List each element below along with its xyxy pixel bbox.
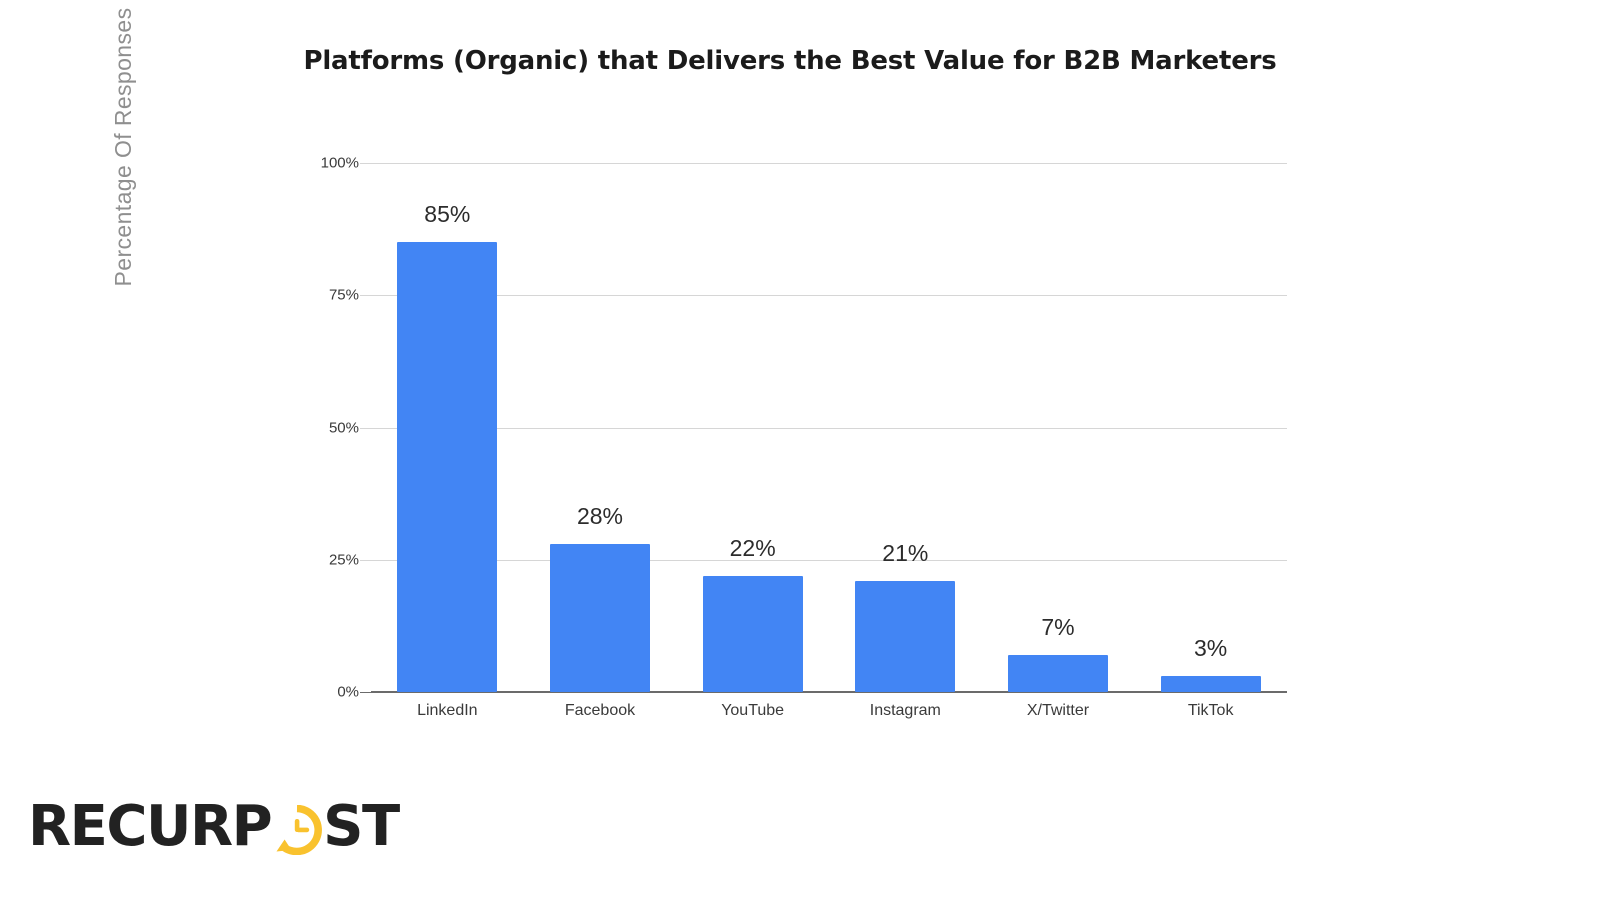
x-axis-category-label: YouTube: [721, 702, 785, 719]
logo-text-after: ST: [323, 794, 400, 859]
chart-title: Platforms (Organic) that Delivers the Be…: [303, 46, 1277, 76]
bar-group-youtube[interactable]: 22% YouTube: [702, 163, 803, 719]
bar-group-tiktok[interactable]: 3% TikTok: [1160, 163, 1261, 719]
bar[interactable]: [1008, 654, 1108, 692]
y-axis-tick-mark: [360, 692, 372, 693]
x-axis-category-label: Facebook: [564, 702, 636, 719]
x-axis-line: [371, 691, 1287, 693]
bar[interactable]: [397, 242, 498, 692]
bar-group-x-twitter[interactable]: 7% X/Twitter: [1008, 163, 1108, 719]
bar-value-label: 21%: [882, 539, 929, 566]
x-axis-category-label: LinkedIn: [417, 702, 478, 719]
bar-group-linkedin[interactable]: 85% LinkedIn: [397, 163, 498, 719]
x-axis-category-label: Instagram: [869, 702, 941, 719]
y-axis-tick-label: 75%: [328, 286, 359, 304]
gridline: [371, 427, 1287, 429]
bar[interactable]: [855, 580, 956, 692]
bar-value-label: 22%: [729, 534, 776, 561]
bar-group-facebook[interactable]: 28% Facebook: [550, 163, 650, 719]
clock-icon: [272, 804, 323, 856]
bar-value-label: 3%: [1194, 635, 1228, 662]
bar[interactable]: [1160, 676, 1261, 692]
y-axis-tick-label: 25%: [328, 551, 359, 569]
y-axis-tick-mark: [360, 295, 372, 297]
bar-value-label: 7%: [1041, 613, 1075, 640]
y-axis-tick-label: 0%: [337, 683, 359, 701]
y-axis-tick-label: 50%: [328, 419, 359, 436]
bar[interactable]: [550, 543, 650, 692]
gridline: [371, 295, 1287, 297]
bar[interactable]: [702, 575, 803, 692]
y-axis-tick-mark: [360, 427, 372, 429]
recurpost-logo: RECURP ST: [28, 794, 400, 859]
gridline: [371, 559, 1287, 561]
x-axis-category-label: X/Twitter: [1026, 702, 1090, 719]
gridline: [371, 163, 1287, 164]
bar-value-label: 28%: [576, 502, 624, 529]
x-axis-category-label: TikTok: [1187, 702, 1234, 719]
y-axis-title: Percentage Of Responses: [110, 7, 136, 287]
bar-value-label: 85%: [424, 201, 471, 228]
y-axis-tick-label: 100%: [320, 154, 359, 172]
y-axis-tick-mark: [360, 559, 372, 561]
plot-area: 0% 25% 50% 75% 100% 85% LinkedIn 28% Facebook 22…: [321, 155, 1287, 719]
bar-group-instagram[interactable]: 21% Instagram: [855, 163, 956, 719]
logo-text-before: RECURP: [28, 794, 273, 859]
y-axis-tick-mark: [360, 163, 372, 164]
